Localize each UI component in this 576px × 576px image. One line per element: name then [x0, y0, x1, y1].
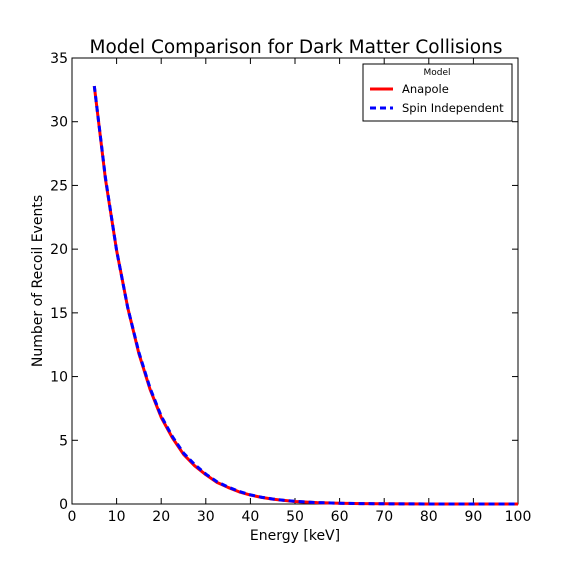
y-tick-label: 25	[50, 178, 68, 194]
y-tick-label: 30	[50, 115, 68, 131]
x-tick-label: 50	[286, 509, 304, 525]
axis-ticks: 0 10 20 30 40 50 60 70 80 90 100 0 5 10 15 20 25 30 35	[50, 51, 531, 525]
series-layer	[92, 85, 519, 506]
chart-title: Model Comparison for Dark Matter Collisi…	[90, 37, 503, 58]
x-tick-label: 0	[68, 509, 77, 525]
y-tick-label: 0	[59, 497, 68, 513]
y-tick-label: 5	[59, 433, 68, 449]
x-tick-label: 20	[152, 509, 170, 525]
y-axis-label: Number of Recoil Events	[30, 195, 46, 367]
x-axis-label: Energy [keV]	[250, 528, 340, 544]
y-tick-label: 20	[50, 242, 68, 258]
x-tick-label: 40	[241, 509, 259, 525]
x-tick-label: 80	[420, 509, 438, 525]
x-tick-label: 100	[505, 509, 532, 525]
x-tick-label: 10	[108, 509, 126, 525]
series-line-spin-independent	[92, 85, 519, 506]
x-tick-label: 60	[331, 509, 349, 525]
legend-box	[362, 63, 513, 122]
x-tick-label: 90	[464, 509, 482, 525]
y-tick-label: 10	[50, 370, 68, 386]
x-tick-label: 30	[197, 509, 215, 525]
legend-label-spin-independent: Spin Independent	[402, 101, 504, 115]
y-tick-label: 35	[50, 51, 68, 67]
legend-title: Model	[423, 68, 450, 78]
y-tick-label: 15	[50, 306, 68, 322]
plot-area	[71, 57, 519, 505]
legend: Model Anapole Spin Independent	[362, 63, 513, 122]
x-tick-label: 70	[375, 509, 393, 525]
legend-label-anapole: Anapole	[402, 82, 449, 96]
